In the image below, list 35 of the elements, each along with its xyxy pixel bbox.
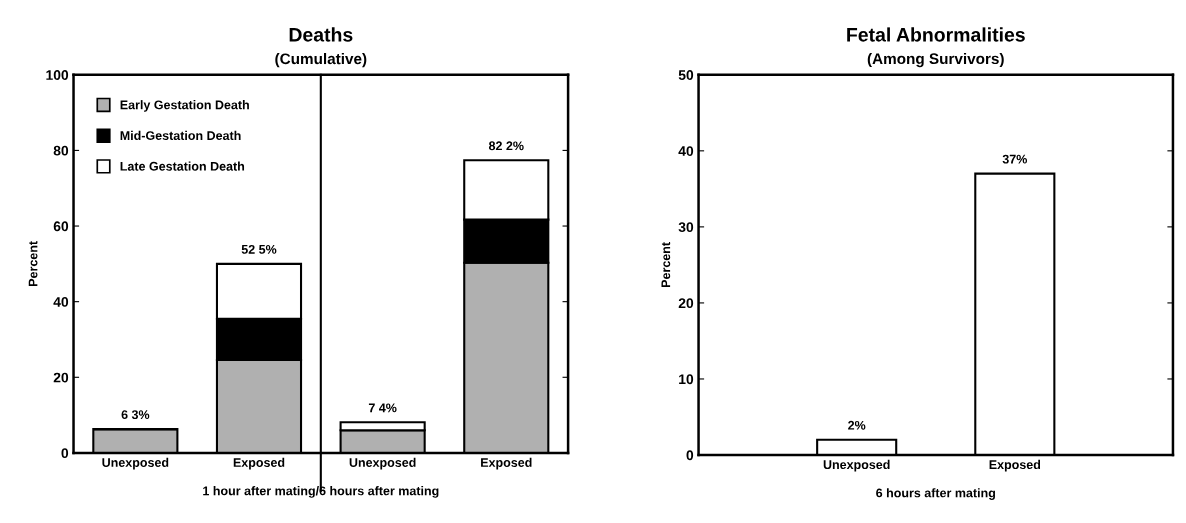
data-label: 37% xyxy=(1002,154,1027,164)
y-tick-label: 60 xyxy=(53,221,69,232)
total-label: 7 4% xyxy=(368,403,397,413)
x-tick-label: Unexposed xyxy=(102,457,169,470)
x-tick-label: Exposed xyxy=(989,459,1041,472)
chart-subtitle: (Cumulative) xyxy=(275,52,367,68)
y-tick-label: 10 xyxy=(679,374,694,385)
total-label: 82 2% xyxy=(488,141,524,151)
y-tick-label: 20 xyxy=(678,298,694,309)
chart-subtitle: (Among Survivors) xyxy=(867,52,1004,68)
x-axis-title: 1 hour after mating/6 hours after mating xyxy=(203,486,439,498)
x-tick-label: Unexposed xyxy=(823,459,890,472)
y-tick-label: 20 xyxy=(53,372,69,383)
legend-label: Mid-Gestation Death xyxy=(120,130,241,141)
y-tick-label: 0 xyxy=(686,450,694,461)
y-axis-title: Percent xyxy=(28,241,38,286)
x-axis-title: 6 hours after mating xyxy=(876,488,995,500)
y-tick-label: 0 xyxy=(61,448,69,459)
data-label: 2% xyxy=(848,420,866,430)
y-tick-label: 40 xyxy=(53,297,69,307)
chart-title: Fetal Abnormalities xyxy=(847,27,1025,42)
legend-label: Late Gestation Death xyxy=(120,161,245,171)
chart-title: Deaths xyxy=(289,27,353,42)
total-label: 6 3% xyxy=(121,410,150,420)
y-axis-title: Percent xyxy=(661,242,671,287)
x-tick-label: Exposed xyxy=(233,457,285,470)
y-tick-label: 100 xyxy=(46,70,69,80)
x-tick-label: Exposed xyxy=(481,457,532,470)
y-tick-label: 50 xyxy=(678,70,694,80)
x-tick-label: Unexposed xyxy=(349,457,416,470)
legend-label: Early Gestation Death xyxy=(120,100,249,112)
y-tick-label: 30 xyxy=(678,222,694,233)
total-label: 52 5% xyxy=(241,244,277,254)
y-tick-label: 80 xyxy=(53,145,69,156)
y-tick-label: 40 xyxy=(678,146,694,156)
